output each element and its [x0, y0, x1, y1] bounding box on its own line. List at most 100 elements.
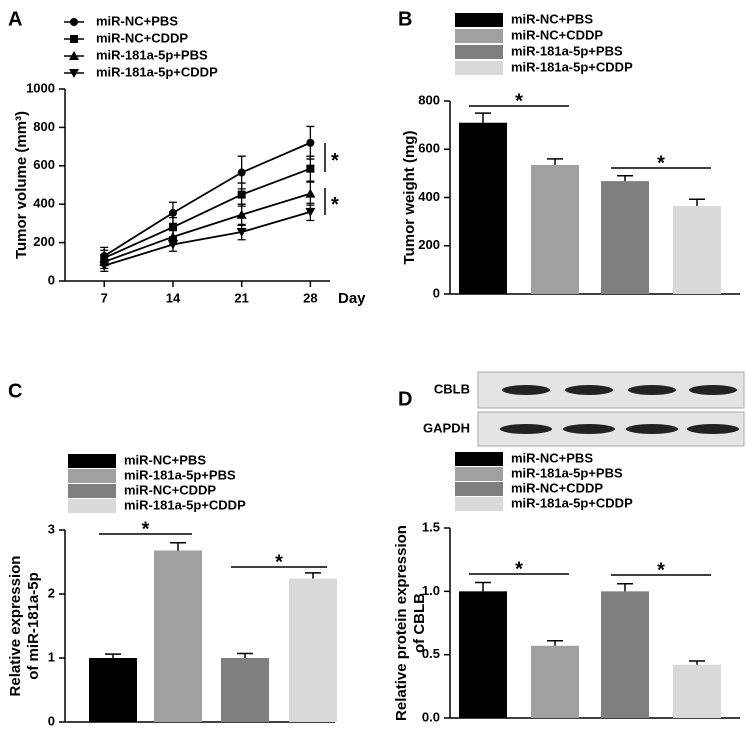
blot-band — [687, 424, 739, 434]
blot-label: CBLB — [434, 381, 470, 396]
significance-label: * — [515, 90, 523, 112]
legend-label: miR-181a-5p+PBS — [511, 465, 623, 480]
marker — [99, 261, 110, 271]
legend-label: miR-181a-5p+PBS — [124, 467, 236, 482]
bar — [89, 658, 137, 722]
legend-label: miR-181a-5p+CDDP — [511, 59, 633, 74]
significance-label: * — [331, 150, 339, 172]
error-bar — [170, 542, 186, 551]
panel-letter: B — [398, 8, 412, 30]
bar — [154, 550, 202, 722]
y-tick-label: 2 — [48, 585, 55, 600]
legend-swatch — [68, 454, 116, 468]
bar — [601, 591, 649, 718]
bar — [531, 164, 579, 294]
y-tick-label: 1 — [48, 649, 55, 664]
legend-label: miR-NC+PBS — [124, 452, 206, 467]
error-bar — [617, 175, 633, 182]
significance-label: * — [142, 518, 150, 540]
marker — [236, 228, 247, 238]
marker — [168, 208, 177, 217]
legend-label: miR-NC+CDDP — [124, 482, 216, 497]
bar — [673, 664, 721, 718]
y-axis-label: Relative expression — [7, 556, 24, 697]
significance-label: * — [275, 551, 283, 573]
legend-swatch — [455, 467, 503, 481]
y-tick-label: 1.0 — [422, 583, 440, 598]
y-tick-label: 0 — [433, 285, 440, 300]
panel-letter: A — [8, 8, 22, 30]
bar — [289, 578, 337, 722]
error-bar — [305, 572, 321, 579]
legend-label: miR-181a-5p+PBS — [96, 47, 208, 62]
y-axis-label: of miR-181a-5p — [25, 572, 42, 680]
bar — [221, 658, 269, 722]
error-bar — [689, 198, 705, 206]
y-axis-label: of CBLB — [411, 593, 428, 653]
bar — [459, 591, 507, 718]
marker — [167, 231, 178, 241]
marker — [237, 190, 246, 199]
y-tick-label: 200 — [418, 237, 440, 252]
error-bar — [475, 581, 491, 592]
y-tick-label: 1.5 — [422, 519, 440, 534]
y-tick-label: 0.0 — [422, 709, 440, 724]
legend-swatch — [455, 13, 503, 27]
y-tick-label: 200 — [33, 234, 55, 249]
y-tick-label: 400 — [33, 196, 55, 211]
legend-marker — [70, 35, 78, 43]
x-tick-label: 28 — [303, 290, 317, 305]
significance-label: * — [657, 559, 665, 581]
legend-swatch — [68, 484, 116, 498]
legend-swatch — [68, 499, 116, 513]
significance-label: * — [515, 558, 523, 580]
bar — [601, 181, 649, 294]
marker — [237, 168, 246, 177]
legend-label: miR-181a-5p+CDDP — [511, 495, 633, 510]
y-tick-label: 800 — [418, 92, 440, 107]
marker — [167, 240, 178, 250]
blot-band — [689, 385, 737, 395]
legend-swatch — [68, 469, 116, 483]
y-axis-label: Tumor weight (mg) — [401, 131, 418, 265]
y-tick-label: 0.5 — [422, 646, 440, 661]
legend-swatch — [455, 29, 503, 43]
blot-band — [563, 424, 615, 434]
legend-label: miR-181a-5p+CDDP — [124, 497, 246, 512]
series-line — [103, 192, 311, 263]
y-tick-label: 3 — [48, 521, 55, 536]
y-axis-label: Relative protein expression — [393, 525, 410, 721]
bar — [531, 645, 579, 718]
x-tick-label: 21 — [234, 290, 248, 305]
blot-band — [500, 424, 552, 434]
y-tick-label: 0 — [48, 713, 55, 728]
legend-label: miR-NC+CDDP — [511, 480, 603, 495]
legend-marker — [69, 51, 79, 60]
blot-band — [626, 424, 678, 434]
significance-label: * — [331, 194, 339, 216]
marker — [306, 138, 315, 147]
blot-band — [565, 385, 613, 395]
blot-band — [502, 385, 550, 395]
y-axis-label: Tumor volume (mm³) — [13, 111, 30, 259]
error-bar — [689, 660, 705, 665]
series-line — [103, 211, 311, 267]
legend-label: miR-181a-5p+PBS — [511, 43, 623, 58]
y-tick-label: 0 — [48, 272, 55, 287]
legend-label: miR-NC+PBS — [511, 11, 593, 26]
error-bar — [475, 112, 491, 123]
marker — [168, 223, 177, 232]
panel-letter: C — [8, 380, 22, 402]
y-tick-label: 800 — [33, 119, 55, 134]
panel-letter: D — [398, 388, 412, 410]
x-tick-label: 14 — [166, 290, 181, 305]
legend-marker — [69, 69, 79, 78]
bar — [459, 122, 507, 295]
y-tick-label: 1000 — [26, 80, 55, 95]
blot-label: GAPDH — [423, 420, 470, 435]
legend-swatch — [455, 45, 503, 59]
error-bar — [105, 653, 121, 658]
marker — [305, 207, 316, 217]
significance-label: * — [657, 152, 665, 174]
